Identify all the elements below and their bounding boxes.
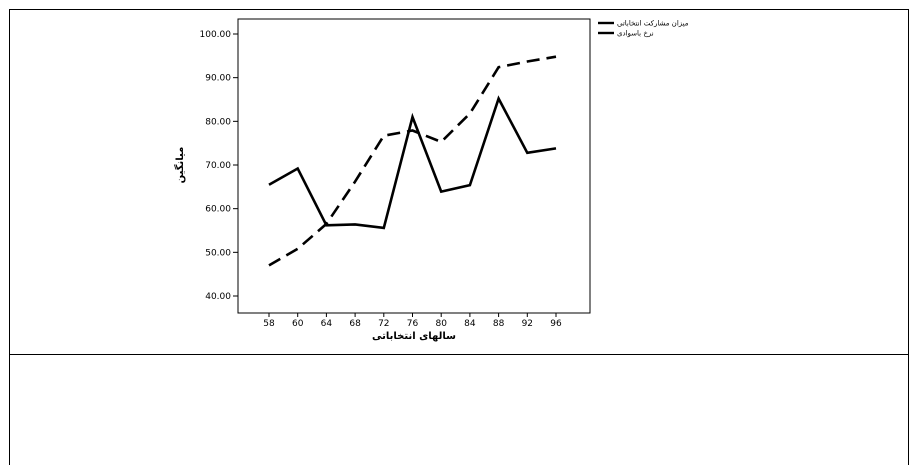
legend: میزان مشارکت انتخاباتی نرخ باسوادی [598,20,689,38]
y-tick-label: 100.00 [200,30,232,40]
y-axis: 40.00 50.00 60.00 70.00 80.00 90.00 100.00 [200,30,238,302]
y-tick-label: 50.00 [205,248,231,258]
x-axis: 58 60 64 68 72 76 80 84 88 92 96 [263,313,562,329]
series-line-participation [268,95,557,230]
y-tick-label: 60.00 [205,205,231,215]
x-tick-label: 80 [435,319,447,329]
y-tick-label: 90.00 [205,74,231,84]
x-tick-label: 76 [407,319,419,329]
x-tick-label: 92 [522,319,533,329]
y-tick-label: 70.00 [205,161,231,171]
x-tick-label: 88 [493,319,505,329]
y-tick-label: 80.00 [205,117,231,127]
x-tick-label: 58 [263,319,275,329]
x-tick-label: 60 [292,319,304,329]
plot-area-frame [237,18,591,314]
x-tick-label: 84 [464,319,476,329]
series-lines [268,55,557,267]
x-tick-label: 96 [550,319,562,329]
x-tick-label: 68 [349,319,361,329]
x-axis-title: سالهای انتخاباتی [372,331,456,342]
table-frame [9,9,908,465]
y-axis-title: میانگین [173,147,186,184]
series-line-literacy [268,55,557,267]
x-tick-label: 72 [378,319,389,329]
x-tick-label: 64 [321,319,333,329]
legend-label: نرخ باسوادی [617,30,654,38]
legend-label: میزان مشارکت انتخاباتی [617,20,689,28]
table-row-divider [9,354,909,355]
y-tick-label: 40.00 [205,292,231,302]
